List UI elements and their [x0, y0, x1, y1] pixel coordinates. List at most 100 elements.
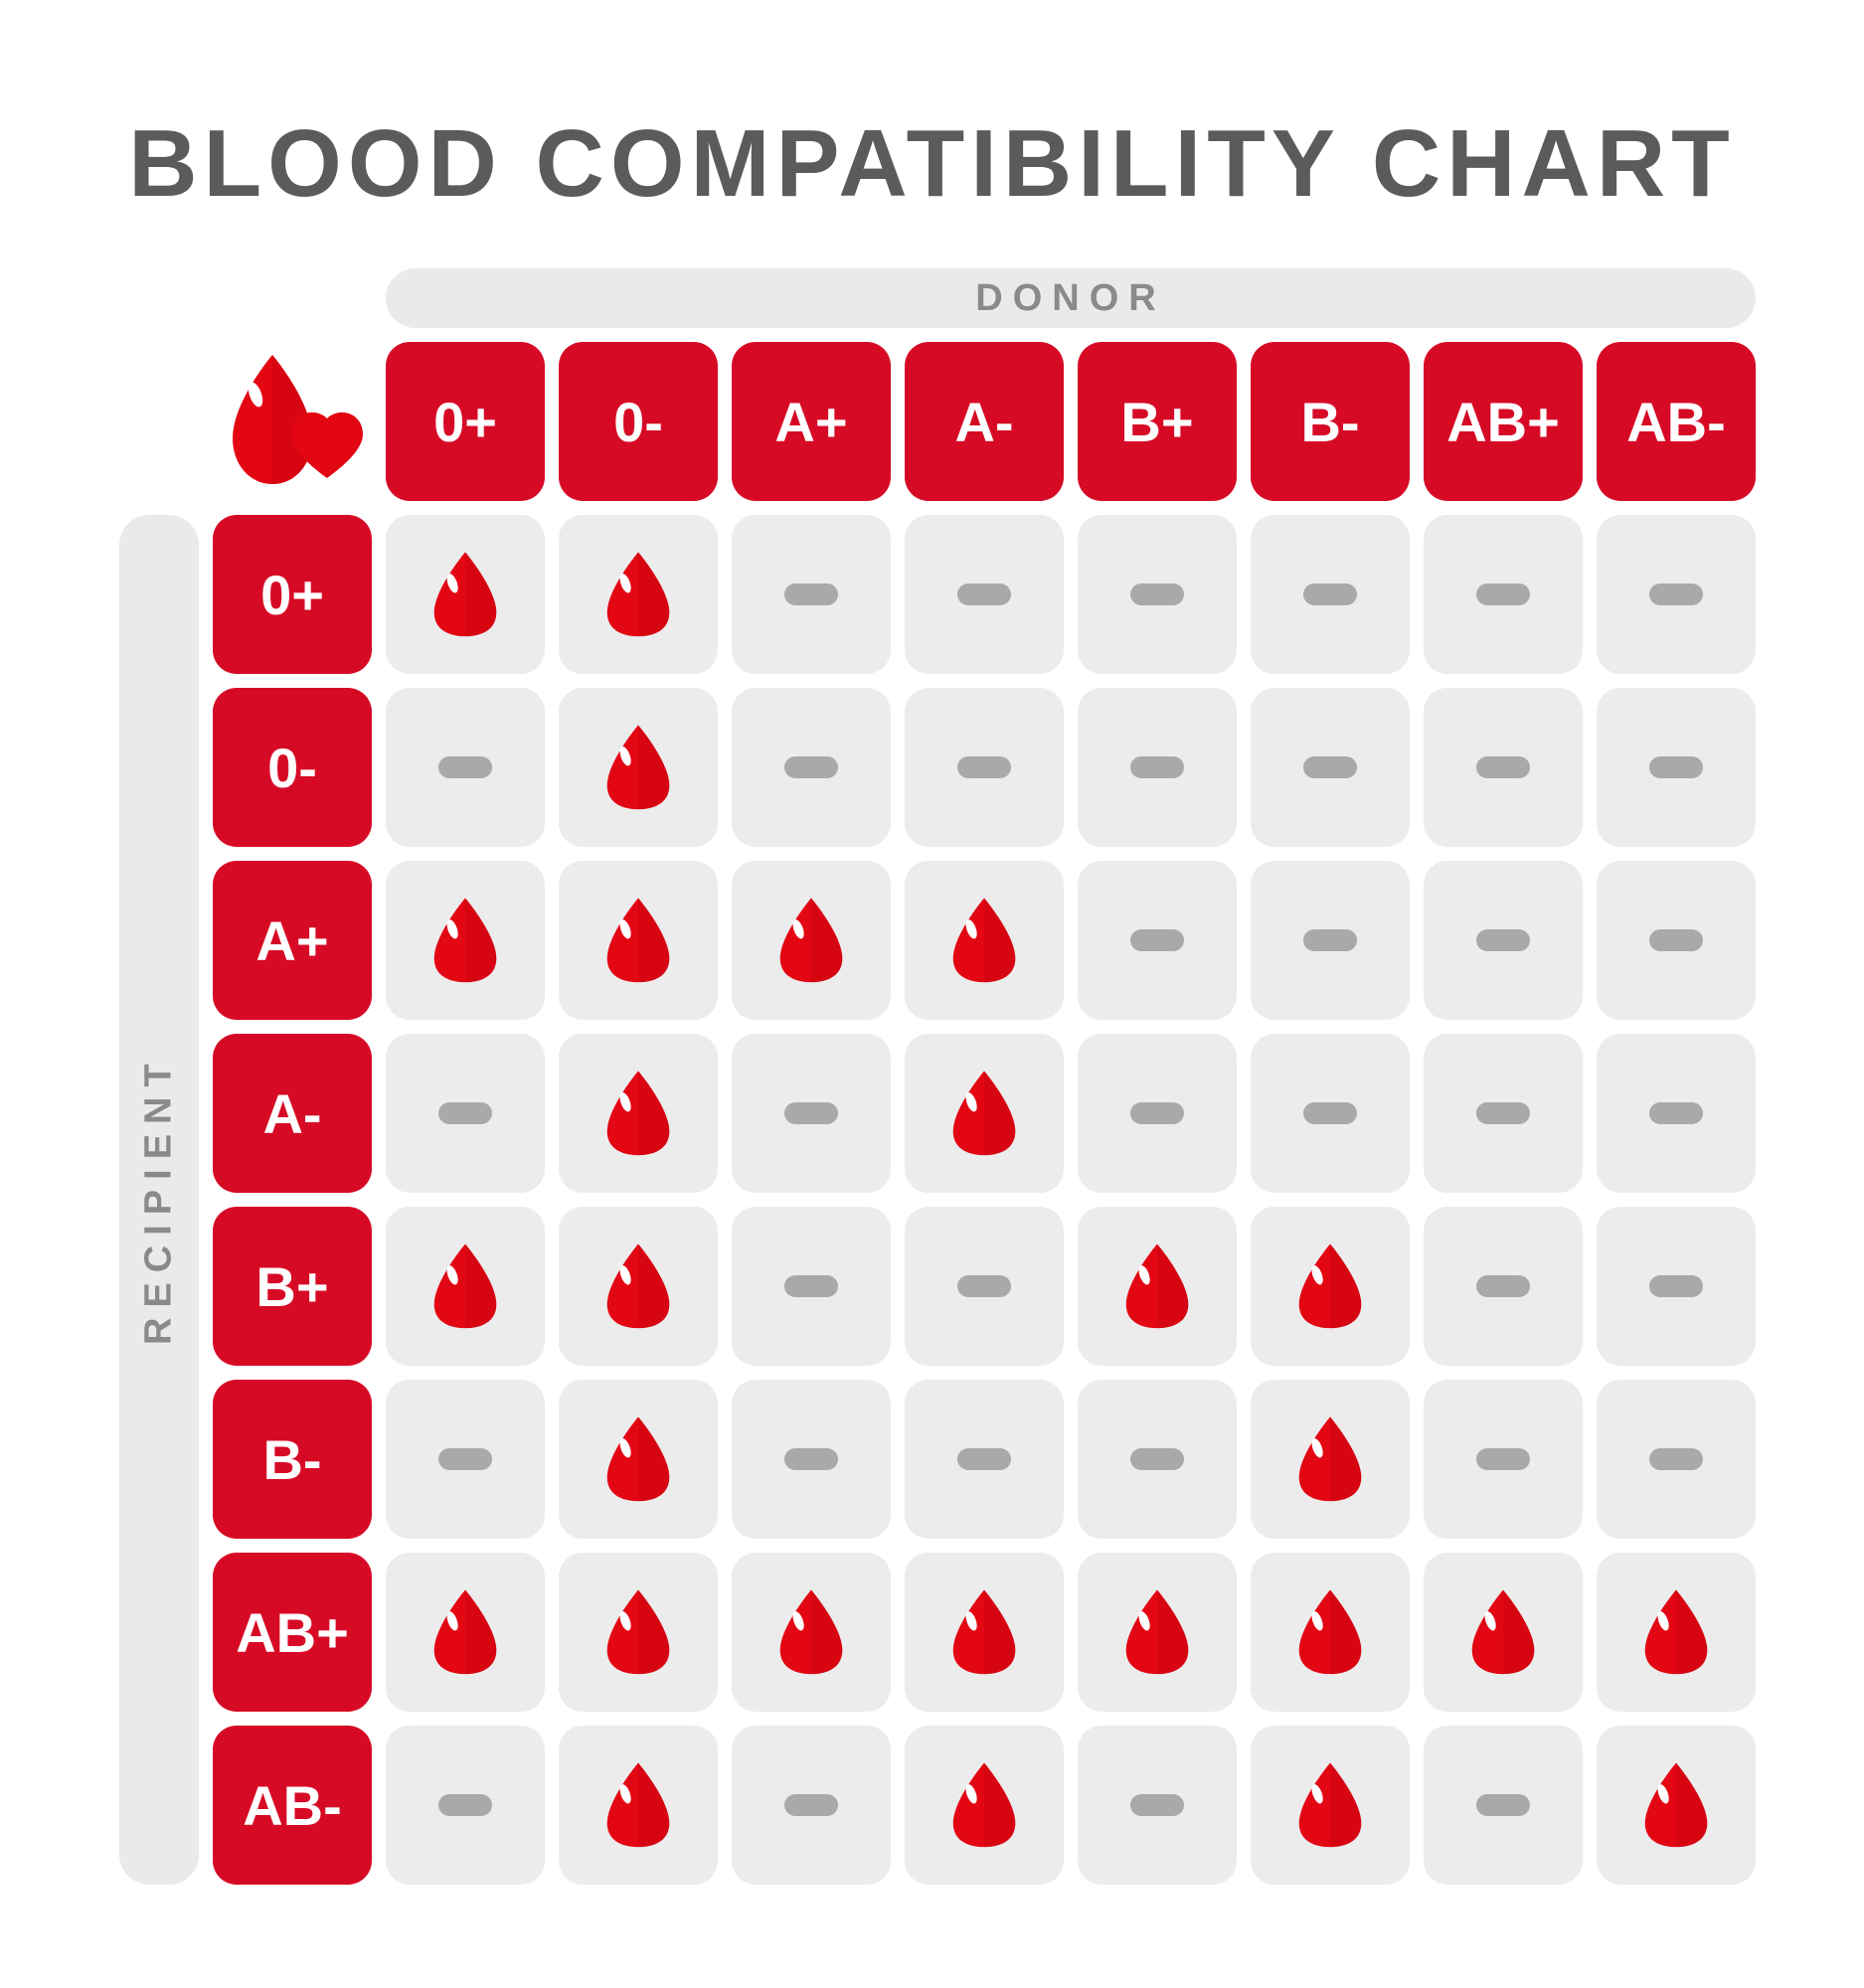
donor-header-Apos: A+: [732, 342, 891, 501]
compat-cell-r5-c7: [1597, 1380, 1756, 1539]
drop-icon: [1284, 1411, 1376, 1508]
drop-icon: [593, 1584, 684, 1681]
donor-header-Bpos: B+: [1078, 342, 1237, 501]
incompatible-dash-icon: [1476, 583, 1530, 605]
drop-icon: [593, 893, 684, 989]
compat-cell-r1-c7: [1597, 688, 1756, 847]
drop-icon: [1630, 1584, 1722, 1681]
compat-cell-r0-c3: [905, 515, 1064, 674]
compat-cell-r6-c2: [732, 1553, 891, 1712]
compat-cell-r0-c7: [1597, 515, 1756, 674]
incompatible-dash-icon: [957, 1448, 1011, 1470]
compatibility-grid: DONOR RECIPIENT 0+0-A+A-B+B-AB+AB-0+0-A+…: [119, 268, 1745, 1885]
drop-icon: [1284, 1239, 1376, 1335]
incompatible-dash-icon: [1649, 1448, 1703, 1470]
incompatible-dash-icon: [1303, 929, 1357, 951]
compat-cell-r5-c5: [1251, 1380, 1410, 1539]
compat-cell-r6-c5: [1251, 1553, 1410, 1712]
drop-icon: [1284, 1584, 1376, 1681]
compat-cell-r4-c6: [1424, 1207, 1583, 1366]
compat-cell-r2-c2: [732, 861, 891, 1020]
drop-icon: [593, 547, 684, 643]
page-title: BLOOD COMPATIBILITY CHART: [119, 109, 1745, 219]
blood-logo-icon: [213, 342, 372, 501]
compat-cell-r4-c4: [1078, 1207, 1237, 1366]
drop-icon: [593, 1066, 684, 1162]
compat-cell-r6-c3: [905, 1553, 1064, 1712]
donor-header-ABpos: AB+: [1424, 342, 1583, 501]
compat-cell-r6-c4: [1078, 1553, 1237, 1712]
compat-cell-r3-c3: [905, 1034, 1064, 1193]
compat-cell-r5-c6: [1424, 1380, 1583, 1539]
donor-header-Aneg: A-: [905, 342, 1064, 501]
compat-cell-r4-c1: [559, 1207, 718, 1366]
compat-cell-r2-c6: [1424, 861, 1583, 1020]
incompatible-dash-icon: [1130, 1794, 1184, 1816]
incompatible-dash-icon: [1130, 756, 1184, 778]
incompatible-dash-icon: [1649, 583, 1703, 605]
compat-cell-r0-c2: [732, 515, 891, 674]
compat-cell-r1-c3: [905, 688, 1064, 847]
incompatible-dash-icon: [784, 1102, 838, 1124]
compat-cell-r7-c4: [1078, 1726, 1237, 1885]
compat-cell-r6-c7: [1597, 1553, 1756, 1712]
compat-cell-r1-c1: [559, 688, 718, 847]
recipient-header-Bpos: B+: [213, 1207, 372, 1366]
compat-cell-r0-c5: [1251, 515, 1410, 674]
incompatible-dash-icon: [1476, 756, 1530, 778]
drop-icon: [1111, 1239, 1203, 1335]
compat-cell-r3-c6: [1424, 1034, 1583, 1193]
incompatible-dash-icon: [438, 1448, 492, 1470]
compat-cell-r6-c0: [386, 1553, 545, 1712]
incompatible-dash-icon: [784, 756, 838, 778]
recipient-header-Aneg: A-: [213, 1034, 372, 1193]
incompatible-dash-icon: [1130, 1102, 1184, 1124]
compat-cell-r2-c4: [1078, 861, 1237, 1020]
incompatible-dash-icon: [957, 583, 1011, 605]
recipient-header-0pos: 0+: [213, 515, 372, 674]
compat-cell-r3-c5: [1251, 1034, 1410, 1193]
compat-cell-r6-c1: [559, 1553, 718, 1712]
drop-icon: [593, 1757, 684, 1854]
drop-icon: [765, 1584, 857, 1681]
incompatible-dash-icon: [784, 1794, 838, 1816]
compat-cell-r0-c6: [1424, 515, 1583, 674]
drop-icon: [420, 893, 511, 989]
compat-cell-r4-c5: [1251, 1207, 1410, 1366]
donor-header-ABneg: AB-: [1597, 342, 1756, 501]
incompatible-dash-icon: [1649, 1275, 1703, 1297]
compat-cell-r1-c2: [732, 688, 891, 847]
compat-cell-r1-c4: [1078, 688, 1237, 847]
drop-icon: [420, 1584, 511, 1681]
incompatible-dash-icon: [1476, 1794, 1530, 1816]
recipient-header-Bneg: B-: [213, 1380, 372, 1539]
compat-cell-r1-c5: [1251, 688, 1410, 847]
recipient-header-Apos: A+: [213, 861, 372, 1020]
compat-cell-r5-c0: [386, 1380, 545, 1539]
incompatible-dash-icon: [784, 1448, 838, 1470]
drop-icon: [1630, 1757, 1722, 1854]
compat-cell-r2-c0: [386, 861, 545, 1020]
compat-cell-r2-c7: [1597, 861, 1756, 1020]
compat-cell-r4-c7: [1597, 1207, 1756, 1366]
compat-cell-r2-c5: [1251, 861, 1410, 1020]
compat-cell-r0-c4: [1078, 515, 1237, 674]
compat-cell-r1-c6: [1424, 688, 1583, 847]
donor-header-Bneg: B-: [1251, 342, 1410, 501]
incompatible-dash-icon: [1476, 1102, 1530, 1124]
recipient-header-0neg: 0-: [213, 688, 372, 847]
compat-cell-r7-c5: [1251, 1726, 1410, 1885]
compat-cell-r3-c2: [732, 1034, 891, 1193]
incompatible-dash-icon: [1476, 1448, 1530, 1470]
compat-cell-r2-c3: [905, 861, 1064, 1020]
incompatible-dash-icon: [1476, 929, 1530, 951]
donor-header-0pos: 0+: [386, 342, 545, 501]
drop-icon: [420, 547, 511, 643]
recipient-axis-label: RECIPIENT: [119, 515, 199, 1885]
recipient-header-ABneg: AB-: [213, 1726, 372, 1885]
drop-icon: [938, 1066, 1030, 1162]
compat-cell-r7-c1: [559, 1726, 718, 1885]
drop-icon: [593, 1411, 684, 1508]
compat-cell-r4-c0: [386, 1207, 545, 1366]
drop-icon: [938, 1584, 1030, 1681]
